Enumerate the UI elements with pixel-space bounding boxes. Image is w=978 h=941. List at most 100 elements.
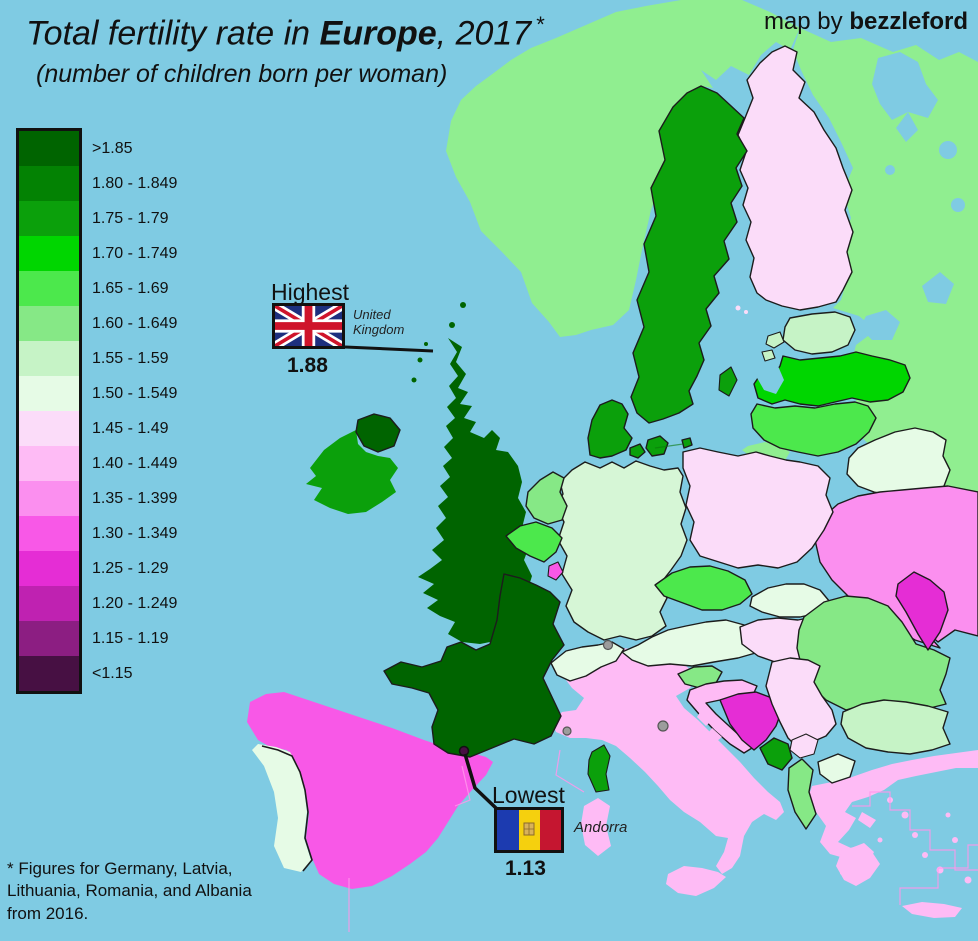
dot-san-marino [657, 720, 669, 732]
lowest-heading: Lowest [492, 782, 565, 808]
no-data-microstate-dots [562, 639, 669, 736]
country-finland [737, 45, 854, 311]
gulf-of-riga [756, 362, 784, 394]
country-czechia [654, 565, 753, 611]
dot-andorra [458, 745, 470, 757]
legend-swatch [19, 201, 79, 236]
legend-swatch [19, 166, 79, 201]
country-bosnia [719, 691, 783, 751]
estonian-islands [761, 331, 785, 362]
legend-label: 1.55 - 1.59 [92, 349, 169, 367]
region-peloponnese [836, 846, 880, 886]
legend-label: 1.25 - 1.29 [92, 559, 169, 577]
legend-label: <1.15 [92, 664, 133, 682]
country-greece [808, 750, 978, 880]
legend-swatch [19, 621, 79, 656]
country-macedonia [817, 753, 856, 784]
legend-swatch [19, 481, 79, 516]
country-italy [552, 647, 784, 874]
legend-swatch [19, 306, 79, 341]
country-luxembourg [547, 561, 564, 581]
title-asterisk: * [536, 12, 545, 37]
map-credit: map by bezzleford [763, 8, 968, 35]
country-albania [787, 758, 817, 830]
country-poland [682, 447, 834, 569]
legend-swatch [19, 376, 79, 411]
uk-flag-icon [272, 303, 345, 349]
border-portugal-spain [261, 745, 313, 872]
country-lithuania [750, 401, 877, 457]
country-montenegro [759, 737, 793, 771]
legend-label: 1.80 - 1.849 [92, 174, 178, 192]
country-ireland [306, 430, 398, 514]
country-netherlands [525, 471, 568, 525]
legend-label: 1.65 - 1.69 [92, 279, 169, 297]
island-sicily [666, 866, 726, 896]
dot-liechtenstein [602, 639, 614, 651]
legend-swatch [19, 271, 79, 306]
country-serbia [765, 657, 837, 749]
country-sweden [630, 85, 748, 424]
legend-swatch [19, 656, 79, 691]
dalmatian-islands [697, 712, 722, 741]
country-estonia [782, 311, 856, 355]
legend-label: 1.20 - 1.249 [92, 594, 178, 612]
balearic-islands [412, 794, 461, 815]
country-switzerland [550, 641, 625, 682]
country-france [383, 573, 565, 758]
legend-swatch [19, 446, 79, 481]
legend-label: 1.50 - 1.549 [92, 384, 178, 402]
country-denmark [587, 399, 693, 459]
legend-swatch [19, 131, 79, 166]
legend-label: 1.45 - 1.49 [92, 419, 169, 437]
footnote: * Figures for Germany, Latvia, Lithuania… [7, 859, 252, 923]
legend-swatch [19, 341, 79, 376]
lowest-country-label: Andorra [574, 819, 628, 836]
legend-swatch [19, 586, 79, 621]
aland-islands [735, 305, 748, 314]
page-title: Total fertility rate in Europe, 2017 * [26, 12, 545, 53]
legend-label: 1.35 - 1.399 [92, 489, 178, 507]
bornholm-boundary-line [654, 443, 684, 449]
legend-label: 1.15 - 1.19 [92, 629, 169, 647]
country-spain [247, 692, 493, 889]
country-latvia [753, 351, 911, 407]
country-bulgaria [840, 699, 951, 755]
legend-swatch [19, 516, 79, 551]
highest-callout-line [344, 345, 434, 353]
title-highlight: Europe [319, 14, 437, 53]
highest-country-label: United Kingdom [353, 307, 405, 337]
country-moldova [895, 571, 949, 651]
lowest-value: 1.13 [505, 857, 546, 880]
highest-heading: Highest [271, 279, 349, 305]
dot-monaco [562, 726, 572, 736]
island-crete [902, 902, 962, 918]
lowest-callout-line [463, 753, 499, 811]
andorra-crest [523, 822, 535, 836]
legend-swatch [19, 411, 79, 446]
island-sardinia [581, 798, 611, 856]
maritime-boundary-lines [348, 749, 978, 932]
legend-label: 1.70 - 1.749 [92, 244, 178, 262]
island-gotland [718, 366, 738, 397]
country-uk [418, 338, 534, 644]
legend-label: 1.30 - 1.349 [92, 524, 178, 542]
legend-swatch [19, 236, 79, 271]
region-northern-ireland [355, 413, 401, 453]
page-subtitle: (number of children born per woman) [36, 60, 448, 88]
credit-author: bezzleford [849, 8, 968, 35]
country-portugal [252, 744, 311, 872]
legend-rows: >1.85 1.80 - 1.849 1.75 - 1.79 1.70 - 1.… [16, 128, 177, 694]
legend-swatch [19, 551, 79, 586]
country-russia [793, 28, 978, 500]
country-belgium [505, 521, 563, 563]
legend-label: 1.60 - 1.649 [92, 314, 178, 332]
legend-label: 1.40 - 1.449 [92, 454, 178, 472]
highest-value: 1.88 [287, 354, 328, 377]
island-corsica [587, 744, 611, 793]
scottish-islands [411, 302, 466, 383]
andorra-flag-icon [494, 807, 564, 853]
country-norway [446, 0, 800, 337]
legend-label: 1.75 - 1.79 [92, 209, 169, 227]
